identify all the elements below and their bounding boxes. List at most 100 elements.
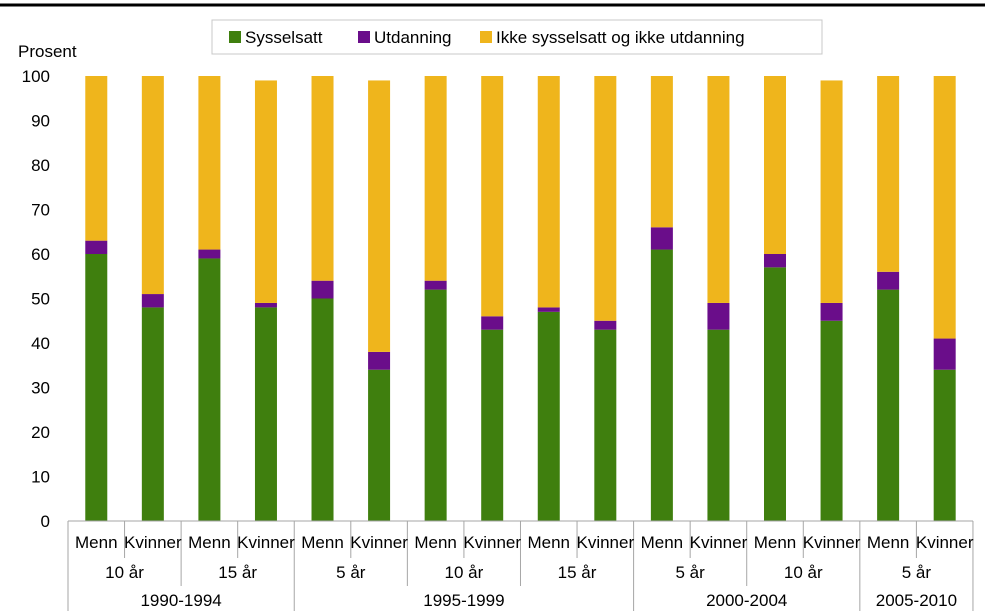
bar-segment-ikke	[141, 76, 164, 295]
x-tick-label-sex: Kvinner	[576, 533, 634, 552]
x-tick-label-sex: Kvinner	[690, 533, 748, 552]
bar-segment-utdanning	[820, 302, 843, 321]
bar-segment-sysselsatt	[650, 249, 673, 522]
x-tick-label-sex: Kvinner	[463, 533, 521, 552]
y-tick-label: 100	[22, 67, 50, 86]
bar-segment-utdanning	[368, 351, 391, 370]
x-tick-label-sex: Menn	[641, 533, 684, 552]
bar-segment-utdanning	[537, 307, 560, 312]
y-tick-label: 90	[31, 112, 50, 131]
bar-segment-sysselsatt	[537, 311, 560, 521]
bar-segment-ikke	[85, 76, 108, 241]
bar-segment-utdanning	[650, 227, 673, 250]
y-tick-label: 50	[31, 290, 50, 309]
x-tick-label-duration: 15 år	[218, 563, 257, 582]
bar-segment-sysselsatt	[141, 307, 164, 521]
x-tick-label-sex: Kvinner	[803, 533, 861, 552]
bar-segment-utdanning	[481, 316, 504, 330]
legend-label: Ikke sysselsatt og ikke utdanning	[496, 28, 745, 47]
x-tick-label-period: 2005-2010	[876, 591, 957, 610]
bar-segment-utdanning	[594, 320, 617, 330]
bar-segment-ikke	[707, 76, 730, 303]
y-tick-label: 60	[31, 245, 50, 264]
bar-segment-sysselsatt	[481, 329, 504, 521]
y-tick-label: 0	[41, 512, 50, 531]
x-tick-label-period: 1990-1994	[140, 591, 221, 610]
bar-segment-utdanning	[707, 302, 730, 330]
bar-segment-utdanning	[311, 280, 334, 299]
x-tick-label-sex: Kvinner	[124, 533, 182, 552]
x-tick-label-sex: Menn	[414, 533, 457, 552]
bar-segment-sysselsatt	[933, 369, 956, 521]
legend-label: Sysselsatt	[245, 28, 323, 47]
bar-segment-sysselsatt	[877, 289, 900, 521]
bar-segment-utdanning	[85, 240, 108, 254]
bar-segment-sysselsatt	[707, 329, 730, 521]
x-tick-label-duration: 10 år	[784, 563, 823, 582]
x-tick-label-duration: 10 år	[445, 563, 484, 582]
y-axis-title: Prosent	[18, 42, 77, 61]
x-tick-label-sex: Menn	[527, 533, 570, 552]
x-tick-label-sex: Kvinner	[916, 533, 974, 552]
bar-segment-sysselsatt	[198, 258, 221, 521]
bar-segment-utdanning	[933, 338, 956, 370]
bar-segment-sysselsatt	[368, 369, 391, 521]
bar-segment-ikke	[198, 76, 221, 250]
x-tick-label-sex: Kvinner	[237, 533, 295, 552]
bar-segment-ikke	[764, 76, 786, 254]
x-tick-label-period: 1995-1999	[423, 591, 504, 610]
y-tick-label: 20	[31, 423, 50, 442]
bar-segment-utdanning	[764, 254, 786, 268]
x-tick-label-sex: Menn	[867, 533, 910, 552]
bar-segment-ikke	[877, 76, 900, 272]
x-tick-label-duration: 15 år	[558, 563, 597, 582]
bar-segment-ikke	[368, 80, 391, 352]
bar-segment-utdanning	[254, 302, 277, 308]
bar-segment-ikke	[424, 76, 447, 281]
y-tick-label: 80	[31, 156, 50, 175]
legend-box	[211, 19, 823, 55]
x-tick-label-sex: Menn	[75, 533, 118, 552]
legend-swatch	[358, 31, 370, 43]
y-axis: 0 10 20 30 40 50 60 70 80 90 100	[22, 67, 50, 531]
y-tick-label: 10	[31, 468, 50, 487]
bar-segment-ikke	[933, 76, 956, 339]
bar-segment-ikke	[254, 80, 277, 303]
y-tick-label: 70	[31, 201, 50, 220]
x-tick-label-sex: Menn	[754, 533, 797, 552]
bar-segment-utdanning	[424, 280, 447, 290]
bar-segment-ikke	[311, 76, 334, 281]
bar-segment-utdanning	[198, 249, 221, 259]
legend-swatch	[229, 31, 241, 43]
bars	[85, 76, 956, 522]
legend-swatch	[480, 31, 492, 43]
legend-label: Utdanning	[374, 28, 452, 47]
bar-segment-ikke	[820, 80, 843, 303]
bar-segment-utdanning	[141, 294, 164, 308]
bar-segment-sysselsatt	[85, 254, 108, 521]
x-axis: Menn Kvinner Menn Kvinner Menn Kvinner Menn Kvi…	[67, 520, 974, 611]
bar-segment-sysselsatt	[424, 289, 447, 521]
bar-segment-sysselsatt	[311, 298, 334, 521]
bar-segment-sysselsatt	[594, 329, 617, 521]
x-tick-label-duration: 5 år	[676, 563, 706, 582]
x-tick-label-sex: Menn	[188, 533, 231, 552]
legend: Sysselsatt Utdanning Ikke sysselsatt og ik…	[211, 19, 823, 55]
bar-segment-ikke	[481, 76, 504, 317]
bar-segment-sysselsatt	[764, 267, 786, 521]
bar-segment-sysselsatt	[254, 307, 277, 521]
x-tick-label-duration: 10 år	[105, 563, 144, 582]
x-tick-label-duration: 5 år	[336, 563, 366, 582]
x-tick-label-period: 2000-2004	[706, 591, 787, 610]
x-tick-label-sex: Menn	[301, 533, 344, 552]
bar-segment-sysselsatt	[820, 320, 843, 521]
bar-segment-ikke	[650, 76, 673, 228]
bar-segment-utdanning	[877, 271, 900, 290]
x-tick-label-sex: Kvinner	[350, 533, 408, 552]
bar-segment-ikke	[537, 76, 560, 308]
bar-segment-ikke	[594, 76, 617, 321]
y-tick-label: 30	[31, 379, 50, 398]
y-tick-label: 40	[31, 334, 50, 353]
